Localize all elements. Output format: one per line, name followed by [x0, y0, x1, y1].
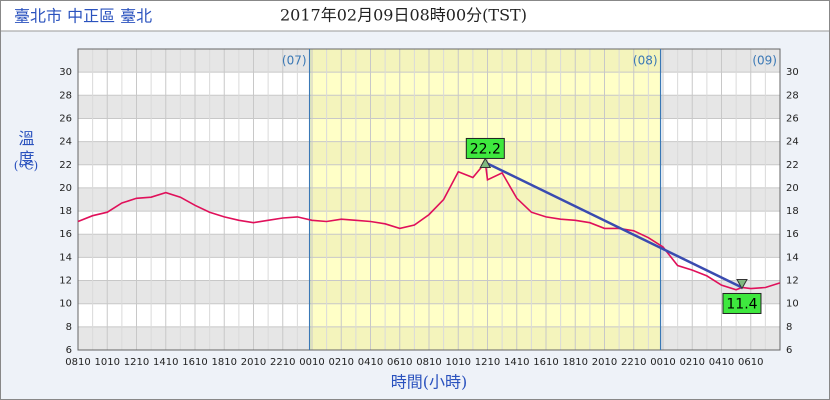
y-tick-label-right: 10	[786, 299, 799, 310]
x-tick-label: 2010	[241, 357, 266, 368]
x-tick-label: 0610	[738, 357, 763, 368]
y-tick-label-right: 16	[786, 229, 799, 240]
y-tick-label: 30	[59, 67, 72, 78]
day-label: (09)	[752, 54, 777, 68]
y-axis-label: 溫度	[16, 130, 35, 170]
y-tick-label: 24	[59, 137, 72, 148]
y-tick-label: 14	[59, 252, 72, 263]
x-tick-label: 2210	[621, 357, 646, 368]
x-axis-label: 時間(小時)	[391, 373, 468, 392]
x-tick-label: 1810	[212, 357, 237, 368]
y-tick-label-right: 12	[786, 276, 799, 287]
x-tick-label: 0210	[329, 357, 354, 368]
x-tick-label: 1610	[182, 357, 207, 368]
y-tick-label: 18	[59, 206, 72, 217]
y-tick-label: 28	[59, 90, 72, 101]
y-tick-label-right: 6	[786, 345, 792, 356]
x-tick-label: 2210	[270, 357, 295, 368]
y-tick-label: 22	[59, 160, 72, 171]
min-label-box	[722, 292, 762, 314]
min-marker	[736, 278, 748, 290]
y-tick-label-right: 24	[786, 137, 799, 148]
x-tick-label: 0610	[387, 357, 412, 368]
max-marker	[479, 157, 492, 168]
x-tick-label: 0810	[65, 357, 90, 368]
min-label: 11.4	[726, 296, 757, 312]
x-tick-label: 0410	[709, 357, 734, 368]
x-tick-label: 0210	[680, 357, 705, 368]
x-tick-label: 1610	[533, 357, 558, 368]
line-series	[77, 160, 781, 291]
y-tick-label-right: 26	[786, 113, 799, 124]
trend-line	[484, 161, 743, 289]
y-tick-label-right: 22	[786, 160, 799, 171]
x-tick-label: 1010	[95, 357, 120, 368]
day-label: (08)	[633, 54, 658, 68]
y-tick-label-right: 20	[786, 183, 799, 194]
max-label: 22.2	[470, 141, 501, 157]
y-tick-label: 12	[59, 276, 72, 287]
y-tick-label: 26	[59, 113, 72, 124]
highlight-day	[309, 49, 661, 350]
y-tick-label: 6	[66, 345, 72, 356]
x-tick-label: 1210	[124, 357, 149, 368]
x-tick-label: 1810	[563, 357, 588, 368]
y-tick-label-right: 18	[786, 206, 799, 217]
x-tick-label: 1410	[153, 357, 178, 368]
chart-subtitle: 2017年02月09日08時00分(TST)	[280, 6, 527, 25]
max-label-box	[465, 137, 505, 159]
y-tick-label-right: 28	[786, 90, 799, 101]
x-tick-label: 1410	[504, 357, 529, 368]
x-tick-label: 0010	[299, 357, 324, 368]
y-tick-label-right: 8	[786, 322, 792, 333]
y-axis-unit: (∘C)	[14, 159, 38, 173]
plot-border	[77, 48, 781, 351]
x-tick-label: 1010	[446, 357, 471, 368]
header	[1, 1, 829, 31]
day-label: (07)	[282, 54, 307, 68]
x-tick-label: 1210	[475, 357, 500, 368]
x-tick-label: 0810	[416, 357, 441, 368]
chart-title: 臺北市 中正區 臺北	[14, 7, 152, 26]
y-tick-label: 8	[66, 322, 72, 333]
y-tick-label: 20	[59, 183, 72, 194]
y-tick-label: 10	[59, 299, 72, 310]
y-tick-label-right: 14	[786, 252, 799, 263]
x-tick-label: 2010	[592, 357, 617, 368]
x-tick-label: 0410	[358, 357, 383, 368]
y-tick-label-right: 30	[786, 67, 799, 78]
x-tick-label: 0010	[650, 357, 675, 368]
y-tick-label: 16	[59, 229, 72, 240]
